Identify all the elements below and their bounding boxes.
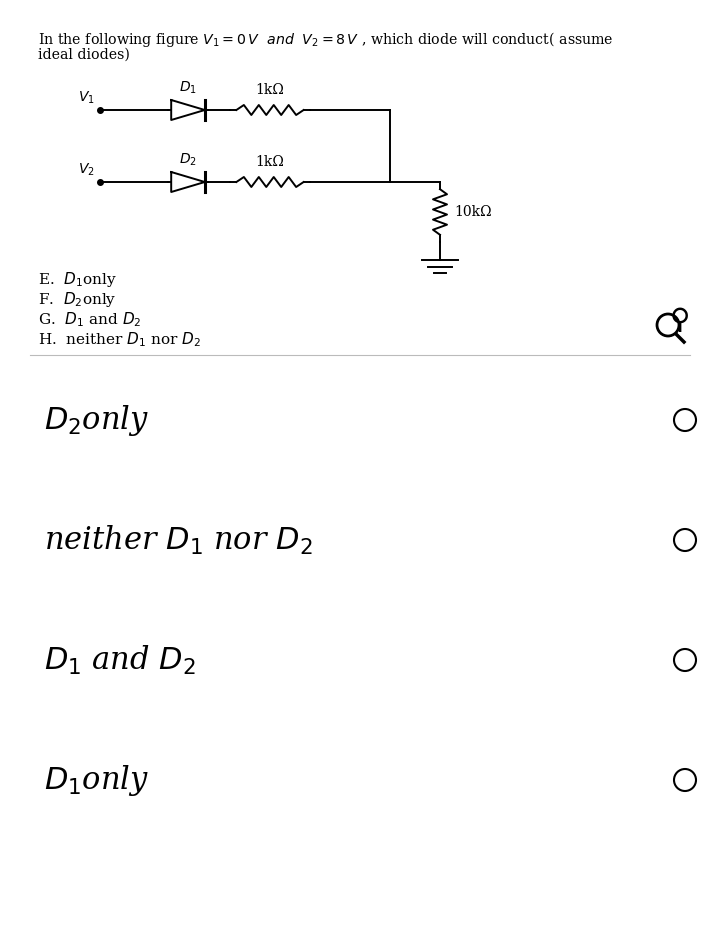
Text: $D_1$only: $D_1$only	[44, 763, 149, 798]
Text: 1kΩ: 1kΩ	[256, 155, 284, 169]
Text: $D_2$only: $D_2$only	[44, 403, 149, 437]
Text: H.  neither $D_1$ nor $D_2$: H. neither $D_1$ nor $D_2$	[38, 330, 201, 349]
Text: $D_1$ and $D_2$: $D_1$ and $D_2$	[44, 644, 196, 676]
Text: 1kΩ: 1kΩ	[256, 83, 284, 97]
Text: E.  $D_1$only: E. $D_1$only	[38, 270, 117, 289]
Text: $D_1$: $D_1$	[179, 80, 197, 96]
Text: 10kΩ: 10kΩ	[454, 205, 492, 219]
Text: G.  $D_1$ and $D_2$: G. $D_1$ and $D_2$	[38, 310, 142, 328]
Text: ⚲: ⚲	[670, 306, 690, 334]
Text: $V_1$: $V_1$	[78, 89, 95, 106]
Text: $D_2$: $D_2$	[179, 152, 197, 168]
Text: In the following figure $V_1 = 0\,V$  $and$  $V_2 = 8\,V$ , which diode will con: In the following figure $V_1 = 0\,V$ $an…	[38, 30, 613, 49]
Text: $V_2$: $V_2$	[78, 162, 95, 178]
Text: neither $D_1$ nor $D_2$: neither $D_1$ nor $D_2$	[44, 524, 312, 556]
Text: F.  $D_2$only: F. $D_2$only	[38, 290, 117, 309]
Text: ideal diodes): ideal diodes)	[38, 48, 130, 62]
